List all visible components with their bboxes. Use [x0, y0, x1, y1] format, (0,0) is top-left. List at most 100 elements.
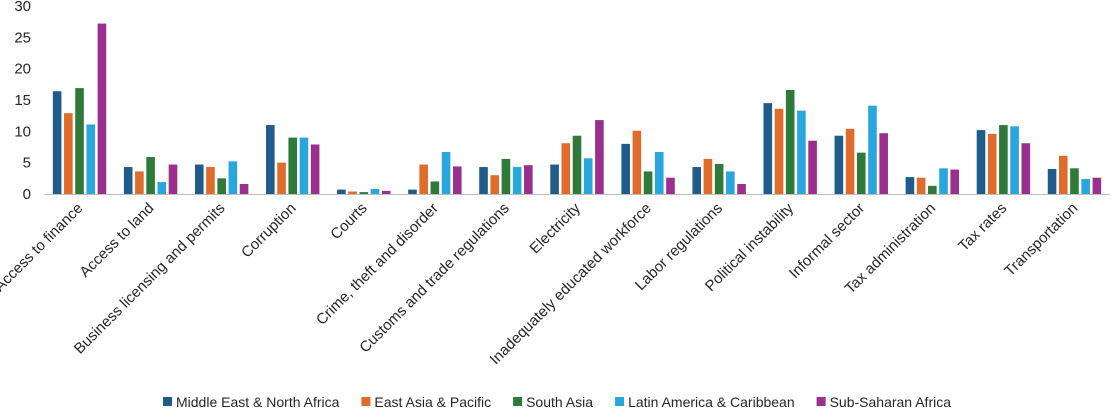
- x-tick-label: Business licensing and permits: [71, 200, 229, 358]
- bar: [654, 152, 664, 194]
- y-tick-label: 5: [23, 155, 31, 172]
- legend-item: Sub-Saharan Africa: [816, 394, 952, 410]
- legend-label: Latin America & Caribbean: [628, 394, 795, 410]
- y-tick-label: 10: [14, 123, 31, 140]
- bar: [75, 88, 84, 194]
- x-tick-label: Access to land: [76, 200, 157, 281]
- bar: [1010, 126, 1019, 194]
- bar: [999, 125, 1008, 194]
- bar: [419, 164, 428, 194]
- bar: [441, 152, 451, 194]
- bar: [52, 91, 62, 194]
- legend-label: Sub-Saharan Africa: [830, 394, 952, 410]
- bar: [277, 162, 286, 194]
- legend-label: Middle East & North Africa: [176, 394, 340, 410]
- bar: [1058, 155, 1068, 194]
- bar: [834, 135, 844, 194]
- bar: [217, 178, 226, 194]
- bar: [168, 164, 178, 194]
- bar: [239, 183, 249, 194]
- bar: [337, 189, 346, 194]
- bars: [52, 23, 1102, 194]
- legend-item: Middle East & North Africa: [163, 394, 340, 410]
- bar: [632, 130, 642, 194]
- bar: [976, 130, 986, 194]
- bar: [266, 125, 275, 194]
- bar: [86, 124, 96, 194]
- bar: [1021, 143, 1031, 194]
- bar: [1047, 168, 1057, 194]
- bar: [524, 165, 533, 194]
- bar: [572, 135, 582, 194]
- bar: [666, 177, 675, 194]
- bar: [550, 164, 559, 194]
- bar: [763, 103, 773, 194]
- legend-label: South Asia: [526, 394, 593, 410]
- bar: [123, 167, 133, 194]
- x-tick-label: Informal sector: [786, 200, 868, 282]
- bar: [808, 140, 817, 194]
- bar: [928, 185, 937, 194]
- bar: [797, 110, 806, 194]
- bar: [381, 190, 391, 194]
- y-tick-label: 30: [14, 0, 31, 15]
- bar: [987, 133, 997, 194]
- bar: [430, 181, 440, 194]
- bar: [737, 183, 746, 194]
- bar: [146, 157, 155, 194]
- legend-item: East Asia & Pacific: [361, 394, 491, 410]
- bar: [621, 143, 630, 194]
- x-tick-label: Tax rates: [955, 200, 1010, 255]
- legend: Middle East & North Africa East Asia & Pa…: [163, 394, 951, 410]
- bar: [785, 89, 795, 194]
- bar: [1081, 178, 1090, 194]
- legend-swatch: [816, 397, 826, 406]
- x-tick-label: Customs and trade regulations: [356, 200, 512, 356]
- bar: [726, 171, 735, 194]
- bar: [1070, 168, 1079, 194]
- bar: [916, 177, 926, 194]
- bar: [714, 163, 724, 194]
- bar: [692, 167, 702, 194]
- bar: [370, 188, 380, 194]
- bar: [194, 164, 204, 194]
- bar: [64, 113, 73, 194]
- x-tick-label: Electricity: [526, 199, 584, 257]
- x-tick-label: Corruption: [238, 200, 300, 262]
- bar: [359, 192, 369, 194]
- x-tick-label: Access to finance: [0, 200, 86, 295]
- bar: [501, 158, 511, 194]
- legend-label: East Asia & Pacific: [374, 394, 491, 410]
- bar: [288, 137, 298, 194]
- legend-item: South Asia: [513, 394, 593, 410]
- bar: [879, 133, 888, 194]
- x-tick-label: Crime, theft and disorder: [313, 200, 442, 329]
- bar: [97, 23, 107, 194]
- bar: [1092, 177, 1102, 194]
- bar: [206, 167, 215, 194]
- y-tick-label: 15: [14, 92, 31, 109]
- y-tick-label: 25: [14, 29, 31, 46]
- legend-swatch: [361, 397, 371, 406]
- bar: [856, 152, 866, 194]
- bar: [299, 137, 309, 194]
- bar: [939, 168, 948, 194]
- bar: [583, 158, 593, 194]
- bar: [703, 158, 713, 194]
- bar: [157, 182, 167, 194]
- bar: [228, 161, 238, 194]
- bar: [643, 171, 653, 194]
- bar: [512, 167, 522, 194]
- bar: [845, 128, 855, 194]
- bar: [348, 191, 357, 194]
- bar: [905, 177, 915, 194]
- bar: [561, 143, 571, 194]
- legend-item: Latin America & Caribbean: [615, 394, 795, 410]
- legend-swatch: [163, 397, 172, 406]
- y-tick-label: 20: [14, 61, 31, 78]
- bar: [490, 175, 500, 194]
- legend-swatch: [513, 397, 523, 406]
- bar: [950, 169, 960, 194]
